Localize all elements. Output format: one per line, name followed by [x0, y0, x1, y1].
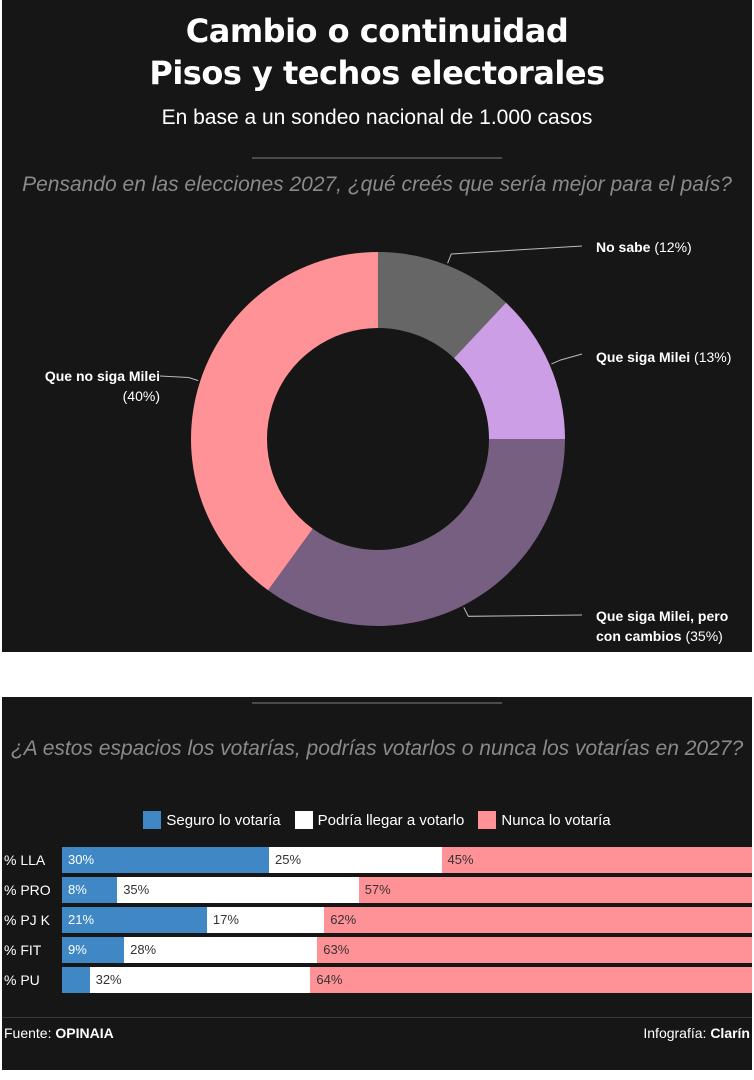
segment-nunca: 62% — [324, 907, 752, 933]
label-no-siga-name: Que no siga Milei — [44, 368, 160, 384]
bar-row: % PU 32% 64% — [2, 967, 752, 993]
leader-siga-cambios — [463, 607, 583, 617]
legend-item-nunca: Nunca lo votaría — [478, 811, 611, 829]
chart-title-line1: Cambio o continuidad — [185, 12, 569, 50]
segment-seguro: 8% — [62, 877, 118, 903]
bar-legend: Seguro lo votaría Podría llegar a votarl… — [2, 811, 752, 829]
label-no-sabe-name: No sabe — [596, 239, 651, 255]
leader-que-siga — [551, 353, 583, 365]
source-name: OPINAIA — [55, 1025, 114, 1041]
chart-title-line2: Pisos y techos electorales — [149, 54, 605, 92]
slice-que-siga — [453, 302, 565, 439]
segment-podria: 28% — [124, 937, 318, 963]
segment-seguro — [62, 967, 90, 993]
divider — [252, 702, 502, 704]
bar-track: 21% 17% 62% — [62, 907, 752, 933]
footer-divider — [2, 1017, 752, 1018]
bar-row: % PJ K 21% 17% 62% — [2, 907, 752, 933]
bar-row: % PRO 8% 35% 57% — [2, 877, 752, 903]
bar-row-label: % LLA — [4, 852, 46, 868]
label-no-siga: Que no siga Milei (40%) — [20, 366, 160, 406]
leader-no-sabe — [447, 245, 583, 264]
segment-nunca: 64% — [310, 967, 752, 993]
segment-seguro: 9% — [62, 937, 125, 963]
bars-question: ¿A estos espacios los votarías, podrías … — [10, 737, 744, 760]
footer-source: Fuente: OPINAIA — [4, 1025, 114, 1041]
donut-question: Pensando en las elecciones 2027, ¿qué cr… — [22, 173, 732, 196]
label-que-siga-name: Que siga Milei — [596, 349, 691, 365]
label-siga-cambios-value: (35%) — [685, 628, 723, 644]
legend-item-podria: Podría llegar a votarlo — [294, 811, 465, 829]
slice-no-sabe — [378, 252, 507, 359]
label-siga-cambios-name: Que siga Milei, pero con cambios — [596, 608, 729, 644]
bars-panel: ¿A estos espacios los votarías, podrías … — [2, 697, 752, 1070]
bar-row-label: % PJ K — [4, 912, 50, 928]
credit-name: Clarín — [710, 1025, 750, 1041]
legend-label-seguro: Seguro lo votaría — [166, 811, 281, 829]
segment-nunca: 57% — [358, 877, 752, 903]
source-prefix: Fuente: — [4, 1025, 52, 1041]
chart-subtitle: En base a un sondeo nacional de 1.000 ca… — [161, 106, 593, 129]
segment-seguro: 30% — [62, 847, 269, 873]
bar-track: 30% 25% 45% — [62, 847, 752, 873]
legend-label-nunca: Nunca lo votaría — [501, 811, 611, 829]
footer-credit: Infografía: Clarín — [643, 1025, 750, 1041]
legend-swatch-nunca — [478, 811, 497, 829]
bar-track: 32% 64% — [62, 967, 752, 993]
divider — [252, 157, 502, 159]
segment-seguro: 21% — [62, 907, 207, 933]
label-no-sabe-value: (12%) — [654, 239, 692, 255]
bar-row: % LLA 30% 25% 45% — [2, 847, 752, 873]
legend-label-podria: Podría llegar a votarlo — [317, 811, 465, 829]
segment-podria: 35% — [117, 877, 359, 903]
leader-no-siga — [159, 375, 199, 382]
legend-swatch-podria — [294, 811, 313, 829]
slice-siga-cambios — [268, 439, 565, 626]
bar-row: % FIT 9% 28% 63% — [2, 937, 752, 963]
segment-nunca: 63% — [317, 937, 752, 963]
legend-item-seguro: Seguro lo votaría — [143, 811, 281, 829]
donut-panel: Cambio o continuidad Pisos y techos elec… — [2, 0, 752, 652]
donut-chart — [159, 245, 583, 626]
segment-podria: 32% — [89, 967, 311, 993]
bar-row-label: % PRO — [4, 882, 51, 898]
label-no-sabe: No sabe (12%) — [596, 237, 692, 257]
bar-track: 8% 35% 57% — [62, 877, 752, 903]
legend-swatch-seguro — [143, 811, 162, 829]
segment-nunca: 45% — [441, 847, 752, 873]
segment-podria: 17% — [206, 907, 325, 933]
bar-track: 9% 28% 63% — [62, 937, 752, 963]
label-que-siga-value: (13%) — [694, 349, 732, 365]
bar-row-label: % FIT — [4, 942, 42, 958]
credit-prefix: Infografía: — [643, 1025, 707, 1041]
segment-podria: 25% — [269, 847, 442, 873]
label-no-siga-value: (40%) — [122, 388, 160, 404]
label-siga-cambios: Que siga Milei, pero con cambios (35%) — [596, 606, 736, 646]
label-que-siga: Que siga Milei (13%) — [596, 347, 731, 367]
bar-row-label: % PU — [4, 972, 40, 988]
slice-no-siga — [191, 252, 378, 591]
